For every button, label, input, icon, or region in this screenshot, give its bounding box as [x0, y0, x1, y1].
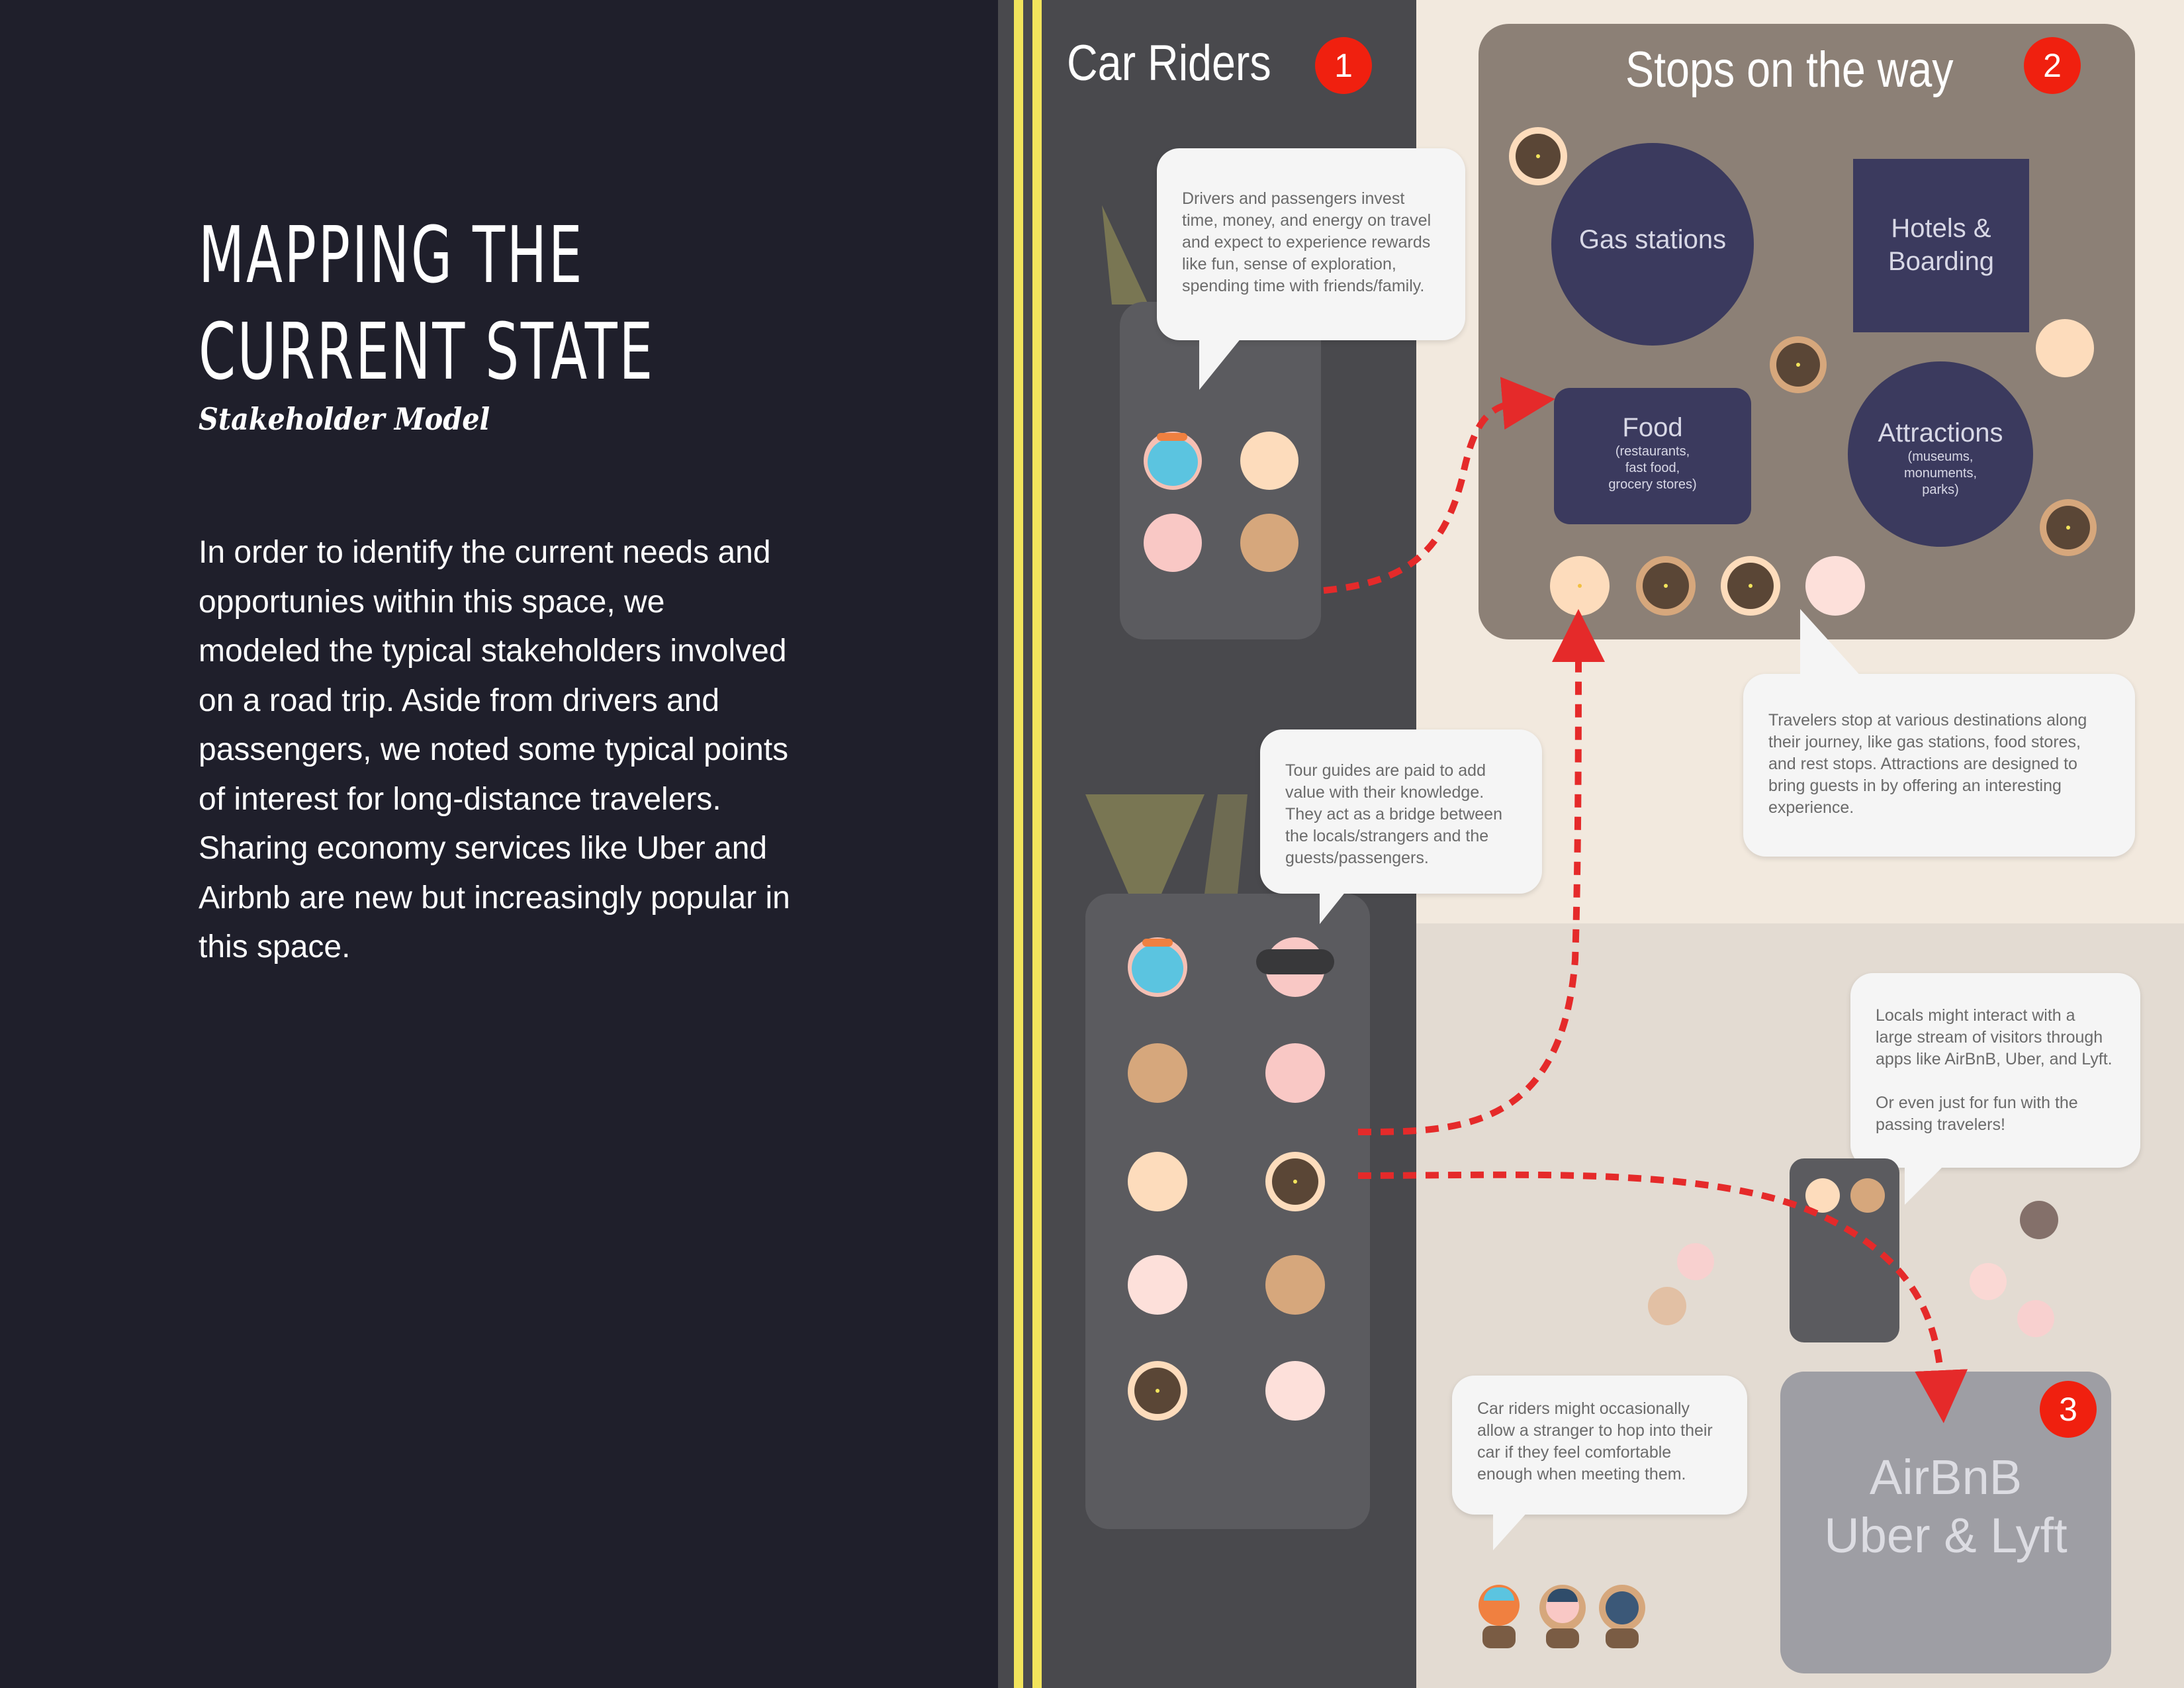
worker-avatar — [1770, 336, 1827, 393]
attractions-sublabel-3: parks) — [1922, 483, 1959, 497]
driver-avatar — [1128, 937, 1187, 997]
arrow-riders-to-stops — [1323, 377, 1555, 594]
tour-guide-avatar — [1256, 937, 1334, 997]
sharing-services-label: AirBnB Uber & Lyft — [1780, 1448, 2111, 1565]
hotels-label-line-1: Hotels & — [1891, 214, 1991, 243]
headlight-beam-car-1 — [1102, 205, 1148, 305]
gas-stations-node: Gas stations — [1551, 143, 1754, 346]
travelers-callout-text: Travelers stop at various destinations a… — [1768, 711, 2087, 817]
attractions-sublabel: (museums, monuments, parks) — [1848, 449, 2033, 498]
travelers-callout: Travelers stop at various destinations a… — [1743, 674, 2135, 857]
worker-avatar — [2036, 319, 2094, 377]
passenger-avatar — [1144, 514, 1202, 572]
strangers-callout-text: Car riders might occasionally allow a st… — [1477, 1399, 1713, 1483]
food-sublabel: (restaurants, fast food, grocery stores) — [1554, 444, 1751, 493]
food-label: Food — [1622, 413, 1683, 442]
locals-callout-tail — [1905, 1165, 1944, 1205]
passenger-avatar — [1265, 1043, 1325, 1103]
badge-1: 1 — [1315, 37, 1372, 94]
sharing-label-line-1: AirBnB — [1869, 1450, 2023, 1505]
guides-callout-text: Tour guides are paid to add value with t… — [1285, 761, 1502, 867]
passenger-avatar — [1240, 514, 1298, 572]
attractions-sublabel-1: (museums, — [1907, 449, 1974, 464]
local-avatar — [1970, 1263, 2007, 1300]
local-avatar — [1677, 1243, 1714, 1280]
road-stripe-right — [1032, 0, 1042, 1688]
intro-paragraph: In order to identify the current needs a… — [199, 535, 790, 964]
local-driver-avatar — [1805, 1178, 1840, 1213]
passenger-avatar — [1265, 1152, 1325, 1211]
badge-3: 3 — [2040, 1381, 2097, 1438]
attractions-node: Attractions (museums, monuments, parks) — [1848, 361, 2033, 547]
riders-callout-tail — [1199, 334, 1244, 390]
strangers-callout: Car riders might occasionally allow a st… — [1452, 1376, 1747, 1515]
locals-callout-text-1: Locals might interact with a large strea… — [1876, 1006, 2113, 1068]
local-avatar — [2017, 1300, 2054, 1337]
riders-callout: Drivers and passengers invest time, mone… — [1157, 148, 1465, 340]
local-avatar — [2020, 1201, 2058, 1239]
stops-title: Stops on the way — [1625, 42, 1954, 98]
local-avatar — [1648, 1287, 1686, 1325]
locals-callout-text-2: Or even just for fun with the passing tr… — [1876, 1094, 2078, 1134]
passenger-avatar — [1240, 432, 1298, 490]
hotels-node: Hotels & Boarding — [1853, 159, 2029, 332]
travelers-callout-tail — [1800, 609, 1862, 678]
traveler-avatar — [1721, 556, 1780, 616]
gas-stations-label: Gas stations — [1578, 225, 1727, 254]
left-panel: MAPPING THE CURRENT STATE Stakeholder Mo… — [0, 0, 998, 1688]
arrow-tour-to-stops — [1357, 609, 1605, 1135]
hotels-label: Hotels & Boarding — [1853, 212, 2029, 278]
car-riders-title: Car Riders — [1067, 35, 1271, 91]
passenger-avatar — [1128, 1043, 1187, 1103]
local-vehicle — [1790, 1158, 1899, 1342]
traveler-avatar — [1805, 556, 1865, 616]
attractions-label: Attractions — [1878, 418, 2003, 447]
food-sublabel-2: fast food, — [1625, 461, 1680, 475]
traveler-avatar — [1636, 556, 1696, 616]
page-subtitle: Stakeholder Model — [199, 401, 490, 437]
locals-callout: Locals might interact with a large strea… — [1850, 973, 2140, 1168]
guides-callout-tail — [1320, 891, 1346, 924]
page-title-line-1: MAPPING THE — [199, 209, 584, 301]
food-sublabel-3: grocery stores) — [1608, 477, 1697, 492]
passenger-avatar — [1265, 1255, 1325, 1315]
riders-callout-text: Drivers and passengers invest time, mone… — [1182, 189, 1432, 295]
driver-avatar — [1144, 432, 1202, 490]
sharing-label-line-2: Uber & Lyft — [1824, 1508, 2068, 1563]
worker-avatar — [2040, 499, 2097, 556]
passenger-avatar — [1128, 1361, 1187, 1421]
page-title-line-2: CURRENT STATE — [199, 306, 655, 397]
headlight-beams-car-2 — [1085, 794, 1248, 894]
local-passenger-avatar — [1850, 1178, 1885, 1213]
stranger-avatar — [1598, 1585, 1648, 1648]
guides-callout: Tour guides are paid to add value with t… — [1260, 729, 1542, 894]
passenger-avatar — [1128, 1255, 1187, 1315]
stranger-avatar — [1538, 1585, 1588, 1648]
passenger-avatar — [1265, 1361, 1325, 1421]
tour-vehicle — [1085, 894, 1370, 1529]
worker-avatar — [1509, 127, 1567, 185]
passenger-avatar — [1128, 1152, 1187, 1211]
food-node: Food (restaurants, fast food, grocery st… — [1554, 388, 1751, 524]
hotels-label-line-2: Boarding — [1888, 247, 1995, 276]
badge-2: 2 — [2024, 37, 2081, 94]
strangers-callout-tail — [1493, 1511, 1529, 1550]
attractions-sublabel-2: monuments, — [1903, 466, 1978, 481]
stranger-avatar — [1476, 1585, 1522, 1648]
food-sublabel-1: (restaurants, — [1615, 444, 1690, 459]
arrow-tour-to-sharing — [1357, 1171, 1968, 1423]
traveler-avatar — [1550, 556, 1610, 616]
road-stripe-left — [1014, 0, 1023, 1688]
